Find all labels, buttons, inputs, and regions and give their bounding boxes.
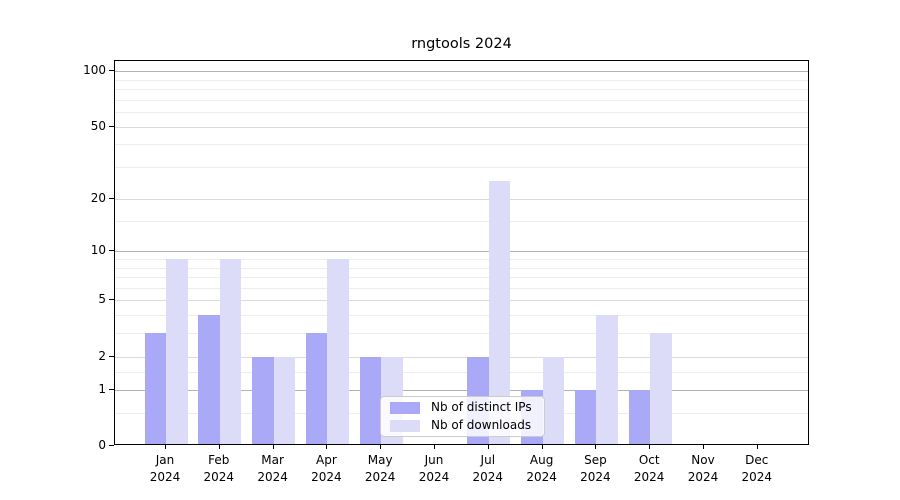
- bar: [252, 356, 274, 444]
- x-tick-label: Mar 2024: [257, 453, 288, 484]
- y-tick-mark: [109, 355, 114, 357]
- x-tick-label: Feb 2024: [203, 453, 235, 484]
- gridline-minor: [115, 99, 808, 101]
- x-tick-label: Jul 2024: [472, 453, 504, 484]
- legend-row-distinct-ips: Nb of distinct IPs: [390, 401, 535, 414]
- bar: [144, 333, 166, 444]
- y-tick-mark: [109, 299, 114, 301]
- legend: Nb of distinct IPs Nb of downloads: [380, 396, 545, 437]
- x-tick-mark: [703, 445, 704, 449]
- y-tick-label: 1: [98, 381, 106, 396]
- x-tick-label: Dec 2024: [741, 453, 773, 484]
- gridline-minor: [115, 371, 808, 373]
- gridline-minor: [115, 277, 808, 279]
- gridline-minor: [115, 167, 808, 169]
- x-tick-label: Jan 2024: [149, 453, 181, 484]
- legend-label-distinct-ips: Nb of distinct IPs: [431, 400, 532, 414]
- gridline-minor: [115, 79, 808, 81]
- gridline-mid: [115, 126, 808, 128]
- bar: [198, 315, 220, 444]
- bar: [166, 259, 188, 444]
- y-tick-label: 10: [90, 243, 106, 258]
- x-tick-label: Jun 2024: [418, 453, 450, 484]
- gridline-major: [115, 389, 808, 391]
- x-tick-mark: [434, 445, 435, 449]
- x-tick-mark: [165, 445, 166, 449]
- x-tick-label: Oct 2024: [633, 453, 665, 484]
- x-tick-mark: [649, 445, 651, 449]
- gridline-minor: [115, 259, 808, 260]
- gridline-minor: [115, 267, 808, 269]
- x-tick-mark: [541, 445, 543, 449]
- x-tick-label: May 2024: [364, 453, 396, 484]
- chart-title: rngtools 2024: [411, 36, 512, 52]
- bar: [273, 356, 296, 444]
- y-tick-mark: [109, 445, 114, 446]
- y-tick-label: 5: [98, 292, 106, 307]
- x-tick-label: Sep 2024: [580, 453, 611, 484]
- gridline-mid: [115, 198, 808, 200]
- y-tick-label: 2: [98, 348, 106, 363]
- bar: [542, 356, 565, 444]
- gridline-minor: [115, 315, 808, 317]
- x-tick-label: Apr 2024: [311, 453, 342, 484]
- gridline-minor: [115, 220, 808, 222]
- y-tick-mark: [109, 125, 114, 127]
- gridline-minor: [115, 89, 808, 91]
- y-tick-mark: [109, 197, 114, 199]
- y-tick-label: 20: [90, 190, 106, 205]
- bar: [574, 389, 597, 444]
- gridline-major: [115, 71, 808, 73]
- y-tick-label: 100: [83, 63, 106, 78]
- x-tick-mark: [218, 445, 220, 449]
- bar: [650, 333, 672, 444]
- bar: [219, 259, 242, 444]
- x-tick-mark: [595, 445, 597, 449]
- bar: [488, 181, 511, 444]
- legend-swatch-distinct-ips: [390, 401, 420, 414]
- gridline-minor: [115, 112, 808, 114]
- gridline-major: [115, 251, 808, 253]
- x-tick-mark: [326, 445, 328, 449]
- x-tick-mark: [272, 445, 274, 449]
- bar: [305, 333, 328, 444]
- y-tick-label: 0: [98, 438, 106, 452]
- legend-row-downloads: Nb of downloads: [390, 419, 535, 432]
- bar: [628, 389, 651, 444]
- x-tick-mark: [756, 445, 758, 449]
- y-tick-label: 50: [90, 118, 106, 133]
- x-tick-label: Aug 2024: [526, 453, 557, 484]
- gridline-mid: [115, 300, 808, 302]
- y-tick-mark: [109, 388, 114, 390]
- x-tick-label: Nov 2024: [687, 453, 719, 484]
- x-tick-mark: [380, 445, 382, 449]
- bar: [327, 259, 349, 444]
- bar: [596, 315, 618, 444]
- gridline-minor: [115, 333, 808, 335]
- gridline-mid: [115, 356, 808, 358]
- bar: [359, 356, 382, 444]
- legend-swatch-downloads: [390, 419, 420, 432]
- plot-area: Nb of distinct IPs Nb of downloads: [114, 60, 809, 445]
- x-tick-mark: [487, 445, 489, 449]
- legend-label-downloads: Nb of downloads: [431, 418, 532, 432]
- y-tick-mark: [109, 250, 114, 252]
- gridline-minor: [115, 287, 808, 289]
- gridline-minor: [115, 144, 808, 146]
- y-tick-mark: [109, 70, 114, 72]
